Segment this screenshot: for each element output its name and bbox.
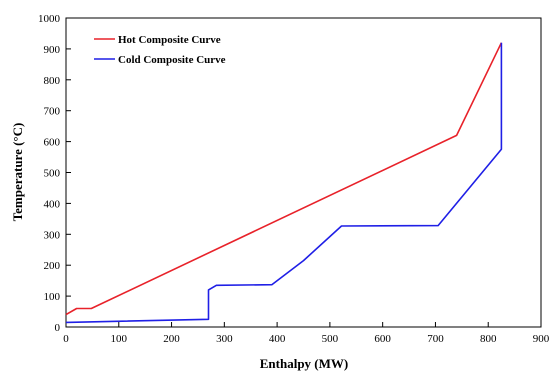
x-tick-label: 300 [216, 333, 233, 345]
x-tick-label: 500 [322, 333, 339, 345]
series-lines [65, 42, 503, 324]
series-line-hot [65, 42, 503, 316]
series-line-cold [65, 42, 503, 324]
y-tick-label: 700 [44, 106, 61, 118]
x-tick-label: 700 [427, 333, 444, 345]
y-tick-label: 0 [55, 322, 61, 334]
y-tick-label: 500 [44, 168, 61, 180]
legend: Hot Composite Curve Cold Composite Curve [94, 34, 226, 66]
x-tick-label: 200 [163, 333, 180, 345]
x-tick-label: 0 [63, 333, 69, 345]
y-tick-label: 1000 [38, 13, 61, 25]
y-tick-label: 100 [44, 291, 61, 303]
legend-label: Cold Composite Curve [118, 54, 226, 66]
y-tick-label: 600 [44, 137, 61, 149]
x-tick-label: 800 [480, 333, 497, 345]
y-tick-label: 800 [44, 75, 61, 87]
y-tick-label: 200 [44, 260, 61, 272]
x-axis-title: Enthalpy (MW) [260, 356, 348, 371]
x-tick-label: 100 [111, 333, 128, 345]
x-tick-label: 600 [374, 333, 391, 345]
x-tick-label: 400 [269, 333, 286, 345]
y-axis-title: Temperature (°C) [10, 123, 25, 222]
y-tick-label: 900 [44, 44, 61, 56]
legend-label: Hot Composite Curve [118, 34, 221, 46]
y-tick-label: 400 [44, 198, 61, 210]
axes: 0 100 200 300 400 500 600 700 800 900 0 100 200 300 40… [38, 13, 550, 345]
x-tick-label: 900 [533, 333, 550, 345]
y-tick-label: 300 [44, 229, 61, 241]
